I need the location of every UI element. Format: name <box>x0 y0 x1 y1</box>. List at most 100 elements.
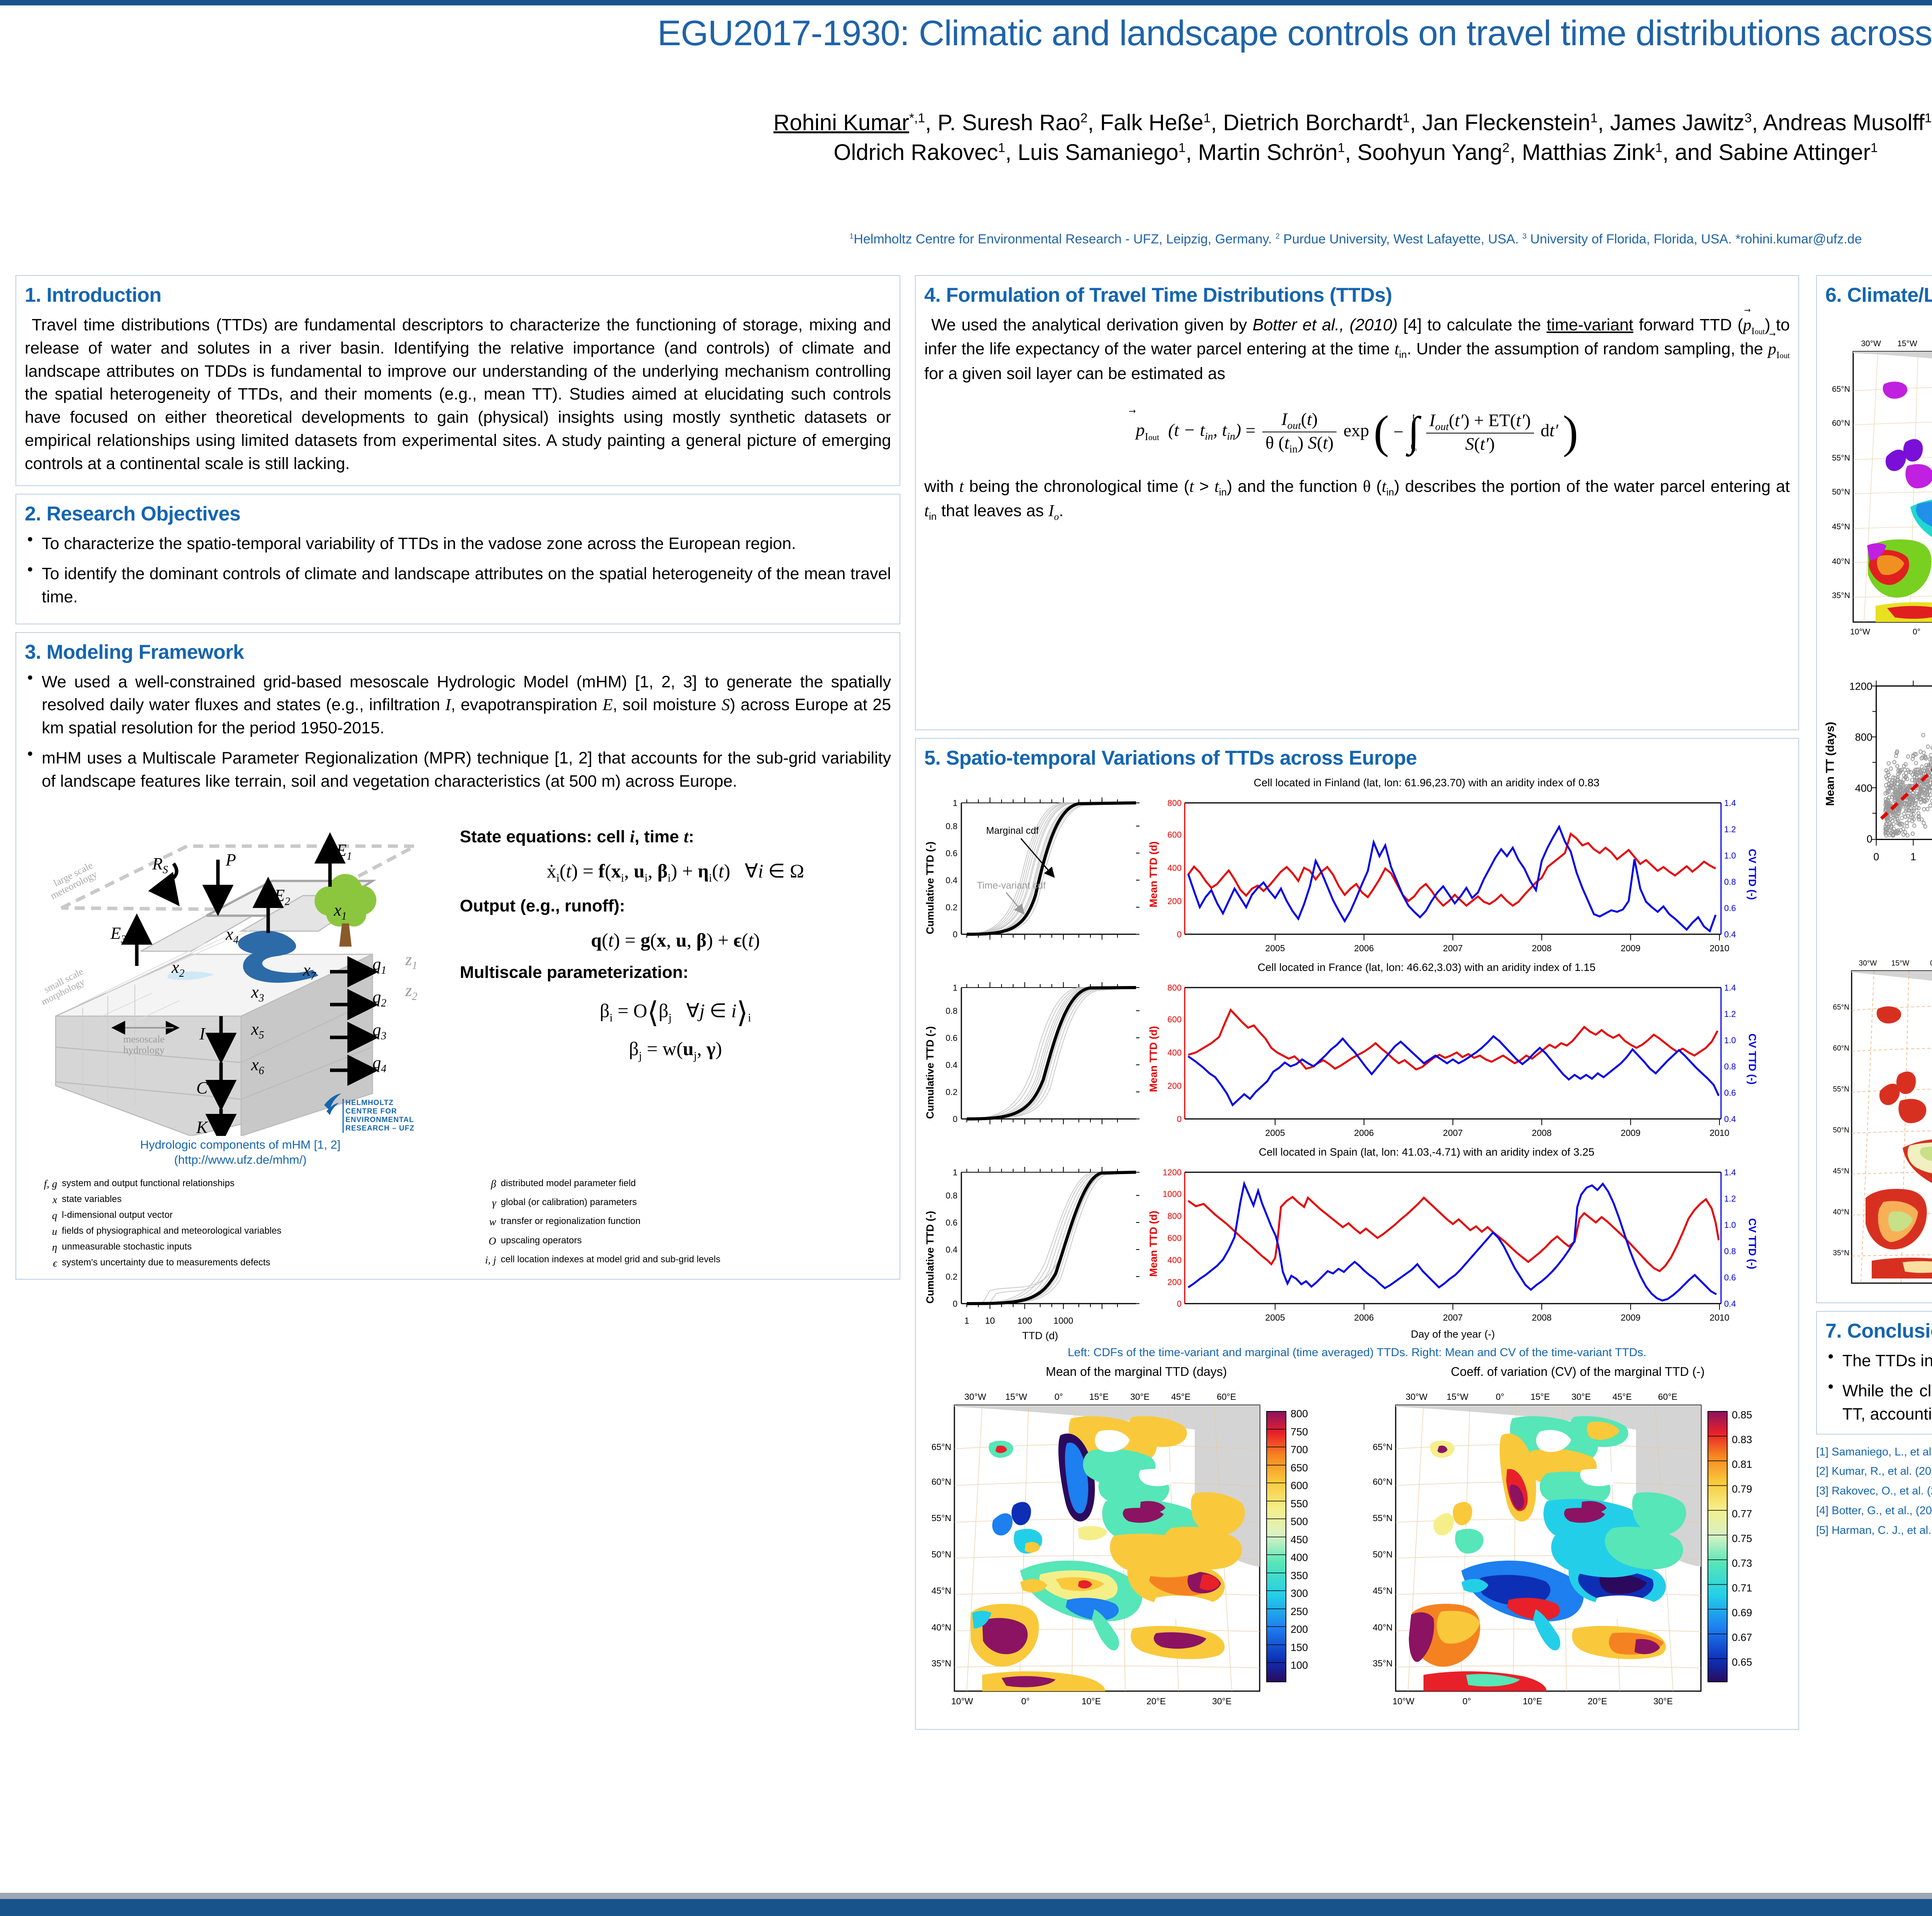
svg-text:Day of the year (-): Day of the year (-) <box>1411 1328 1495 1340</box>
equation-phi: Φ = PET/P <box>1825 878 1932 893</box>
svg-text:60°E: 60°E <box>1217 1392 1236 1402</box>
list-item: To identify the dominant controls of cli… <box>25 563 891 609</box>
svg-text:600: 600 <box>1291 1480 1308 1491</box>
svg-text:65°N: 65°N <box>1833 1003 1849 1012</box>
svg-text:2008: 2008 <box>1532 1128 1551 1138</box>
svg-text:0.4: 0.4 <box>1724 1114 1736 1124</box>
svg-text:2007: 2007 <box>1443 1128 1463 1138</box>
map-title: Coeff. of variation (CV) of the marginal… <box>1366 1365 1790 1379</box>
output-equation: q(t) = g(x, u, β) + ϵ(t) <box>460 929 891 951</box>
svg-text:0.6: 0.6 <box>1724 1273 1736 1282</box>
list-item: While the climatic gradient across the P… <box>1825 1380 1932 1426</box>
svg-text:30°W: 30°W <box>1859 959 1877 967</box>
svg-text:q2: q2 <box>372 988 386 1009</box>
reference-item[interactable]: [1] Samaniego, L., et al. (2010), http:/… <box>1816 1442 1932 1462</box>
svg-text:50°N: 50°N <box>932 1549 951 1559</box>
svg-text:55°N: 55°N <box>932 1513 951 1523</box>
svg-text:400: 400 <box>1291 1552 1308 1563</box>
section-conclusions: 7. Conclusions The TTDs in the vadose zo… <box>1816 1311 1932 1434</box>
svg-text:30°E: 30°E <box>1571 1392 1591 1402</box>
svg-text:1000: 1000 <box>1163 1189 1182 1199</box>
svg-text:200: 200 <box>1167 1277 1182 1287</box>
svg-text:0.73: 0.73 <box>1732 1557 1752 1569</box>
svg-text:1.2: 1.2 <box>1724 825 1736 834</box>
symbol-desc: l-dimensional output vector <box>60 1208 452 1224</box>
svg-text:TTD (d): TTD (d) <box>1022 1330 1058 1341</box>
svg-text:0.8: 0.8 <box>946 1006 957 1016</box>
svg-text:1.0: 1.0 <box>1724 851 1736 860</box>
svg-text:mesoscale: mesoscale <box>123 1034 165 1045</box>
europe-map-cv-ttd: 30°W 15°W 0° 15°E 30°E 45°E 60°E 65°N60°N 5… <box>1366 1381 1789 1721</box>
panel-title: Cell located in Finland (lat, lon: 61.96… <box>1063 777 1790 789</box>
svg-text:2005: 2005 <box>1265 1312 1285 1323</box>
svg-text:65°N: 65°N <box>1373 1442 1393 1452</box>
affiliations: 1Helmholtz Centre for Environmental Rese… <box>0 232 1932 247</box>
svg-text:2006: 2006 <box>1354 1128 1374 1138</box>
svg-text:q4: q4 <box>372 1053 386 1075</box>
map-mean-marginal-ttd: Mean of the marginal TTD (days) <box>924 1365 1349 1721</box>
multiscale-equation-2: βj = w(uj, γ) <box>460 1037 891 1063</box>
svg-text:Mean TTD (d): Mean TTD (d) <box>1148 1211 1159 1277</box>
bottom-gray-bar <box>0 1893 1932 1899</box>
svg-text:2009: 2009 <box>1621 943 1640 953</box>
europe-map-forest: 30°W15°W 0°15°E 30°E45°E 60°E 65°N60°N 5… <box>1825 947 1932 1295</box>
symbol: ϵ <box>25 1255 60 1271</box>
state-equation: ẋi(t) = f(xi, ui, βi) + ηi(t) ∀i ∈ Ω <box>460 860 891 885</box>
svg-text:0.6: 0.6 <box>946 1218 957 1227</box>
reference-item[interactable]: [3] Rakovec, O., et al. (2016), http://d… <box>1816 1481 1932 1501</box>
svg-text:2010: 2010 <box>1709 943 1729 953</box>
map-aridity-index: Aridity index, PET/P (-) <box>1825 314 1932 650</box>
svg-text:1.4: 1.4 <box>1724 983 1736 993</box>
svg-text:0: 0 <box>1867 833 1872 845</box>
svg-text:1200: 1200 <box>1163 1168 1182 1177</box>
svg-text:200: 200 <box>1167 1081 1182 1091</box>
ttd-panel-spain: Cell located in Spain (lat, lon: 41.03,-… <box>924 1146 1790 1342</box>
svg-text:0°: 0° <box>1913 627 1920 636</box>
svg-text:0.65: 0.65 <box>1732 1656 1752 1668</box>
svg-text:0°: 0° <box>1930 959 1932 967</box>
svg-text:CENTRE FOR: CENTRE FOR <box>345 1107 397 1115</box>
svg-text:CV TTD (-): CV TTD (-) <box>1747 849 1758 900</box>
top-accent-bar <box>0 0 1932 5</box>
svg-text:x4: x4 <box>225 925 239 946</box>
reference-item[interactable]: [5] Harman, C. J., et al., (2011), http:… <box>1816 1521 1932 1540</box>
svg-text:0.83: 0.83 <box>1732 1434 1752 1445</box>
symbol-table-right: β distributed model parameter field γ glob… <box>464 1176 891 1271</box>
svg-text:Mean TTD (d): Mean TTD (d) <box>1148 1026 1159 1092</box>
section-2-heading: 2. Research Objectives <box>25 502 891 525</box>
svg-text:P: P <box>225 850 236 869</box>
svg-text:100: 100 <box>1291 1659 1308 1671</box>
svg-text:300: 300 <box>1291 1588 1308 1599</box>
svg-text:15°E: 15°E <box>1089 1392 1109 1402</box>
symbol-desc: fields of physiographical and meteorolog… <box>60 1224 452 1239</box>
svg-text:E1: E1 <box>336 841 352 862</box>
svg-text:CV TTD (-): CV TTD (-) <box>1747 1218 1758 1269</box>
svg-text:10: 10 <box>985 1316 995 1326</box>
reference-item[interactable]: [4] Botter, G., et al., (2010), http://d… <box>1816 1501 1932 1521</box>
svg-text:350: 350 <box>1291 1570 1308 1581</box>
svg-text:0.8: 0.8 <box>1724 877 1736 887</box>
panel-title: Cell located in France (lat, lon: 46.62,… <box>1063 961 1790 974</box>
svg-text:C: C <box>196 1078 208 1097</box>
svg-text:30°E: 30°E <box>1653 1696 1673 1706</box>
svg-text:1.4: 1.4 <box>1724 798 1736 808</box>
svg-text:0: 0 <box>953 930 957 939</box>
table-row: f, g system and output functional relatio… <box>25 1176 452 1192</box>
svg-text:1: 1 <box>953 798 957 808</box>
svg-text:hydrology: hydrology <box>123 1044 165 1056</box>
svg-text:15°W: 15°W <box>1891 959 1910 967</box>
state-equations-column: State equations: cell i, time t: ẋi(t) =… <box>460 800 891 1074</box>
svg-text:0.81: 0.81 <box>1732 1459 1752 1470</box>
svg-text:RESEARCH – UFZ: RESEARCH – UFZ <box>345 1124 415 1132</box>
svg-text:Cumulative TTD (-): Cumulative TTD (-) <box>924 1211 936 1304</box>
svg-text:0.77: 0.77 <box>1732 1508 1752 1520</box>
symbol-desc: distributed model parameter field <box>498 1176 891 1195</box>
modeling-list: We used a well-constrained grid-based me… <box>25 671 891 793</box>
reference-item[interactable]: [2] Kumar, R., et al. (2013), http://dx.… <box>1816 1462 1932 1481</box>
section-ttd-formulation: 4. Formulation of Travel Time Distributi… <box>915 275 1799 730</box>
s4-part-f: for a given soil layer can be estimated … <box>924 364 1225 383</box>
list-item: mHM uses a Multiscale Parameter Regional… <box>25 747 891 793</box>
svg-text:20°E: 20°E <box>1588 1696 1607 1706</box>
